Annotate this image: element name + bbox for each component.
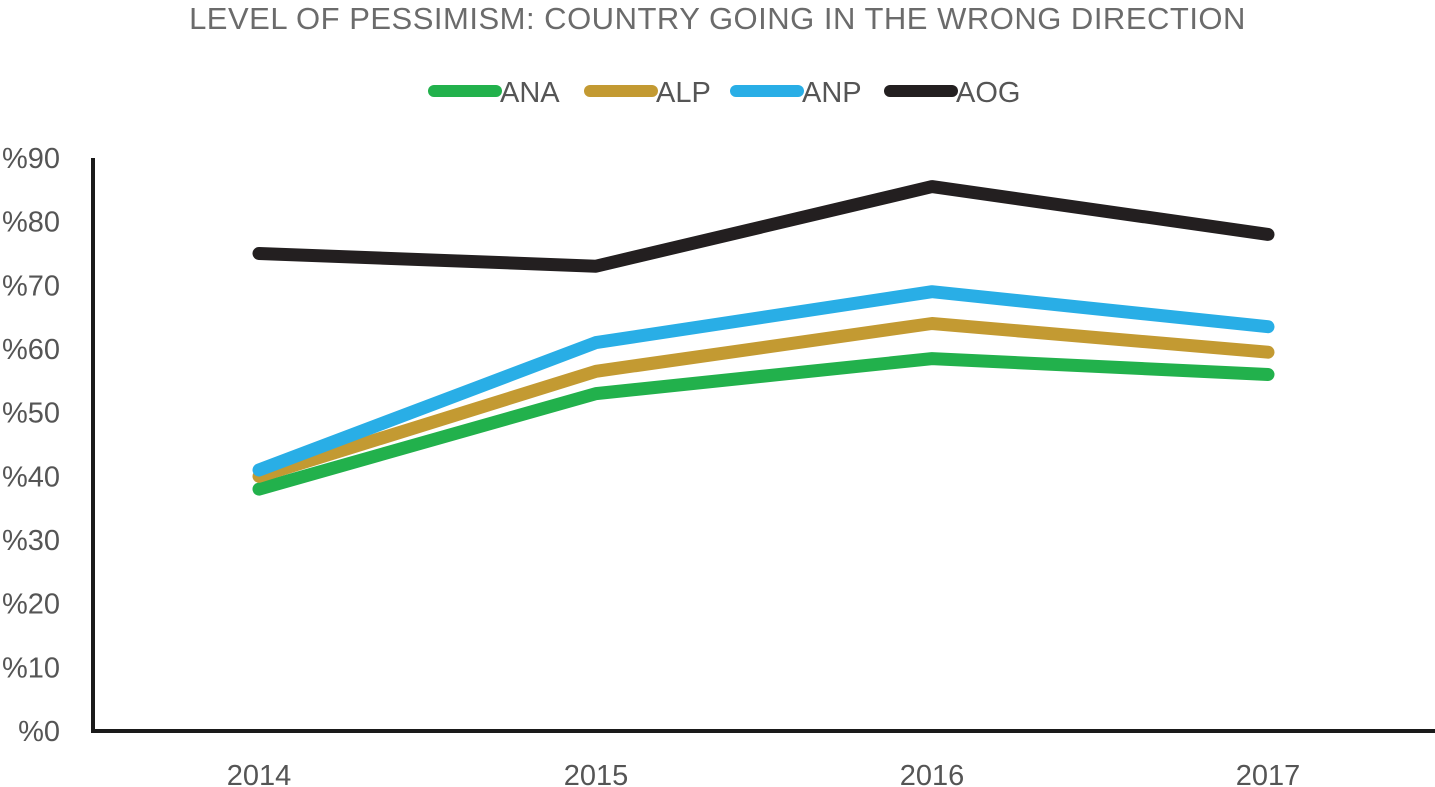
y-tick-label: %70	[2, 270, 60, 302]
y-tick-label: %50	[2, 398, 60, 430]
series-line-ana	[252, 352, 1275, 496]
x-axis-tick-labels: 2014 2015 2016 2017	[227, 760, 1301, 787]
y-tick-label: %80	[2, 207, 60, 239]
y-tick-label: %20	[2, 589, 60, 621]
legend: ANA ALP ANP AOG	[428, 77, 1020, 109]
series-lines	[252, 180, 1275, 496]
series-line-alp	[252, 317, 1275, 483]
y-tick-label: %40	[2, 461, 60, 493]
legend-label-alp: ALP	[656, 77, 711, 109]
axes	[91, 158, 1435, 733]
legend-label-aog: AOG	[956, 77, 1020, 109]
legend-label-anp: ANP	[802, 77, 862, 109]
x-tick-label: 2015	[564, 760, 629, 787]
series-line-anp	[252, 285, 1275, 477]
series-line-aog	[252, 180, 1275, 273]
y-axis-tick-labels: %0 %10 %20 %30 %40 %50 %60 %70 %80 %90	[2, 143, 60, 748]
y-tick-label: %10	[2, 652, 60, 684]
x-tick-label: 2016	[900, 760, 965, 787]
y-tick-label: %0	[18, 716, 60, 748]
x-tick-label: 2014	[227, 760, 292, 787]
y-tick-label: %30	[2, 525, 60, 557]
y-tick-label: %90	[2, 143, 60, 175]
chart-title: LEVEL OF PESSIMISM: COUNTRY GOING IN THE…	[189, 1, 1246, 36]
legend-label-ana: ANA	[500, 77, 560, 109]
y-tick-label: %60	[2, 334, 60, 366]
x-tick-label: 2017	[1236, 760, 1301, 787]
